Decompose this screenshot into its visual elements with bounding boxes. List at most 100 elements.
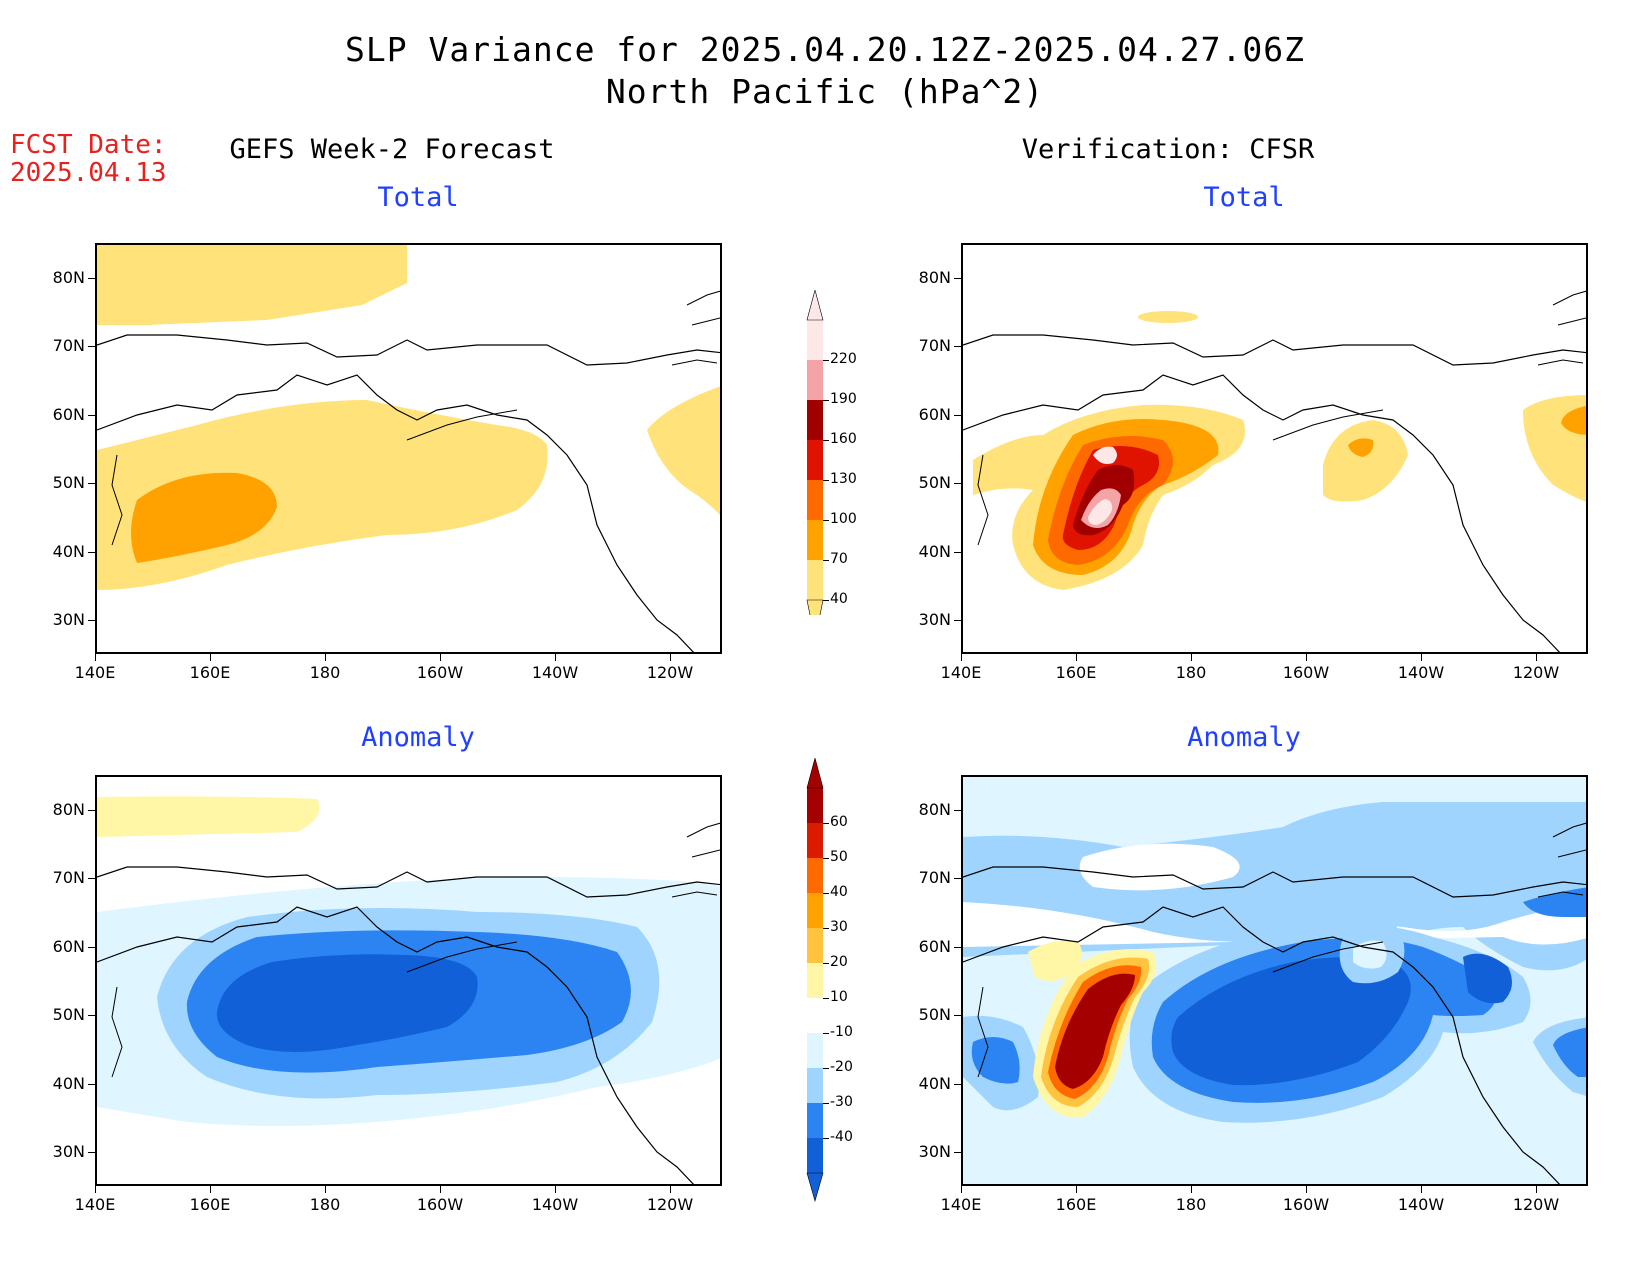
- forecast-anomaly-lat-tick: [88, 947, 95, 948]
- verification-total-lon-tick: [1076, 654, 1077, 661]
- verification-anomaly-lon-tick: [1536, 1186, 1537, 1193]
- colorbar-swatch: [807, 963, 823, 998]
- forecast-total-lat-tick: [88, 552, 95, 553]
- colorbar-tick: [823, 1068, 829, 1069]
- verification-total-lat-label: 60N: [918, 405, 951, 424]
- forecast-total-lat-tick: [88, 415, 95, 416]
- verification-anomaly-map: [961, 775, 1588, 1186]
- verification-anomaly-lat-tick: [954, 810, 961, 811]
- verification-total-lon-label: 160W: [1282, 663, 1330, 682]
- forecast-total-lat-label: 80N: [52, 268, 85, 287]
- forecast-total-lon-label: 140E: [74, 663, 116, 682]
- verification-anomaly-lon-tick: [1191, 1186, 1192, 1193]
- verification-anomaly-lat-label: 50N: [918, 1005, 951, 1024]
- forecast-total-lon-tick: [670, 654, 671, 661]
- forecast-anomaly-lon-tick: [440, 1186, 441, 1193]
- forecast-total-lat-label: 30N: [52, 610, 85, 629]
- forecast-anomaly-lat-tick: [88, 1015, 95, 1016]
- verification-anomaly-lat-label: 60N: [918, 937, 951, 956]
- colorbar-label: 220: [830, 351, 857, 367]
- figure-title-line2: North Pacific (hPa^2): [605, 72, 1045, 111]
- verification-anomaly-lat-label: 40N: [918, 1074, 951, 1093]
- verification-total-lat-tick: [954, 483, 961, 484]
- verification-anomaly-lat-tick: [954, 947, 961, 948]
- forecast-total-lat-label: 60N: [52, 405, 85, 424]
- verification-anomaly-lat-tick: [954, 1084, 961, 1085]
- colorbar-swatch: [807, 440, 823, 480]
- colorbar-swatch: [807, 893, 823, 928]
- verification-total-map: [961, 243, 1588, 654]
- colorbar-label: 70: [830, 551, 848, 567]
- forecast-anomaly-lat-tick: [88, 1152, 95, 1153]
- forecast-anomaly-lat-label: 60N: [52, 937, 85, 956]
- colorbar-bottom-arrow: [806, 599, 824, 641]
- forecast-total-title: Total: [377, 182, 459, 213]
- verification-anomaly-lon-label: 180: [1175, 1195, 1207, 1214]
- colorbar-tick: [823, 1033, 829, 1034]
- colorbar-tick: [823, 998, 829, 999]
- forecast-anomaly-lon-tick: [325, 1186, 326, 1193]
- right-column-heading: Verification: CFSR: [1021, 134, 1315, 165]
- forecast-anomaly-lon-label: 140E: [74, 1195, 116, 1214]
- verification-anomaly-lat-tick: [954, 1015, 961, 1016]
- forecast-anomaly-lon-tick: [210, 1186, 211, 1193]
- colorbar-tick: [823, 360, 829, 361]
- verification-total-lat-tick: [954, 346, 961, 347]
- colorbar-label: 50: [830, 849, 848, 865]
- colorbar-tick: [823, 823, 829, 824]
- forecast-anomaly-lon-label: 160W: [416, 1195, 464, 1214]
- colorbar-swatch: [807, 560, 823, 600]
- colorbar-swatch: [807, 1068, 823, 1103]
- verification-total-lon-label: 120W: [1512, 663, 1560, 682]
- verification-total-lon-label: 140E: [940, 663, 982, 682]
- colorbar-label: 130: [830, 471, 857, 487]
- fcst-date-value: 2025.04.13: [10, 158, 167, 188]
- forecast-anomaly-lat-label: 40N: [52, 1074, 85, 1093]
- colorbar-tick: [823, 440, 829, 441]
- verification-total-lon-tick: [1536, 654, 1537, 661]
- verification-total-lat-label: 70N: [918, 336, 951, 355]
- colorbar-tick: [823, 858, 829, 859]
- verification-anomaly-lon-label: 140E: [940, 1195, 982, 1214]
- colorbar-label: 100: [830, 511, 857, 527]
- colorbar-tick: [823, 893, 829, 894]
- forecast-anomaly-map: [95, 775, 722, 1186]
- verification-total-lat-label: 80N: [918, 268, 951, 287]
- forecast-anomaly-lat-tick: [88, 878, 95, 879]
- colorbar-swatch: [807, 320, 823, 360]
- colorbar-swatch: [807, 823, 823, 858]
- total-colorbar: [805, 288, 825, 641]
- verification-total-lat-label: 40N: [918, 542, 951, 561]
- forecast-total-map: [95, 243, 722, 654]
- forecast-anomaly-lon-label: 120W: [646, 1195, 694, 1214]
- forecast-total-lat-tick: [88, 620, 95, 621]
- left-column-heading: GEFS Week-2 Forecast: [229, 134, 555, 165]
- colorbar-tick: [823, 560, 829, 561]
- verification-total-lon-tick: [1421, 654, 1422, 661]
- verification-anomaly-lon-label: 140W: [1397, 1195, 1445, 1214]
- forecast-total-lat-label: 50N: [52, 473, 85, 492]
- verification-total-lat-label: 30N: [918, 610, 951, 629]
- colorbar-label: 60: [830, 814, 848, 830]
- colorbar-tick: [823, 1138, 829, 1139]
- verification-total-lon-tick: [1306, 654, 1307, 661]
- verification-total-lat-tick: [954, 415, 961, 416]
- verification-anomaly-lon-tick: [1076, 1186, 1077, 1193]
- colorbar-label: 40: [830, 591, 848, 607]
- forecast-total-lat-tick: [88, 483, 95, 484]
- colorbar-swatch: [807, 400, 823, 440]
- colorbar-swatch: [807, 1103, 823, 1138]
- verification-anomaly-lat-label: 80N: [918, 800, 951, 819]
- colorbar-tick: [823, 520, 829, 521]
- colorbar-label: -40: [830, 1129, 853, 1145]
- forecast-anomaly-lon-tick: [95, 1186, 96, 1193]
- colorbar-label: 40: [830, 884, 848, 900]
- colorbar-tick: [823, 400, 829, 401]
- colorbar-swatch: [807, 360, 823, 400]
- verification-total-lon-tick: [1191, 654, 1192, 661]
- colorbar-swatch: [807, 1138, 823, 1173]
- colorbar-label: -10: [830, 1024, 853, 1040]
- forecast-anomaly-lat-tick: [88, 1084, 95, 1085]
- forecast-total-lon-label: 160W: [416, 663, 464, 682]
- forecast-anomaly-lat-tick: [88, 810, 95, 811]
